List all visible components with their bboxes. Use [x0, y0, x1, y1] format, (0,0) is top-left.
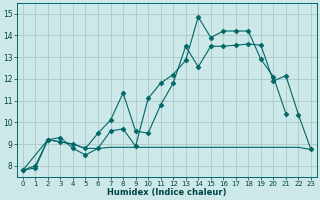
X-axis label: Humidex (Indice chaleur): Humidex (Indice chaleur) [107, 188, 227, 197]
